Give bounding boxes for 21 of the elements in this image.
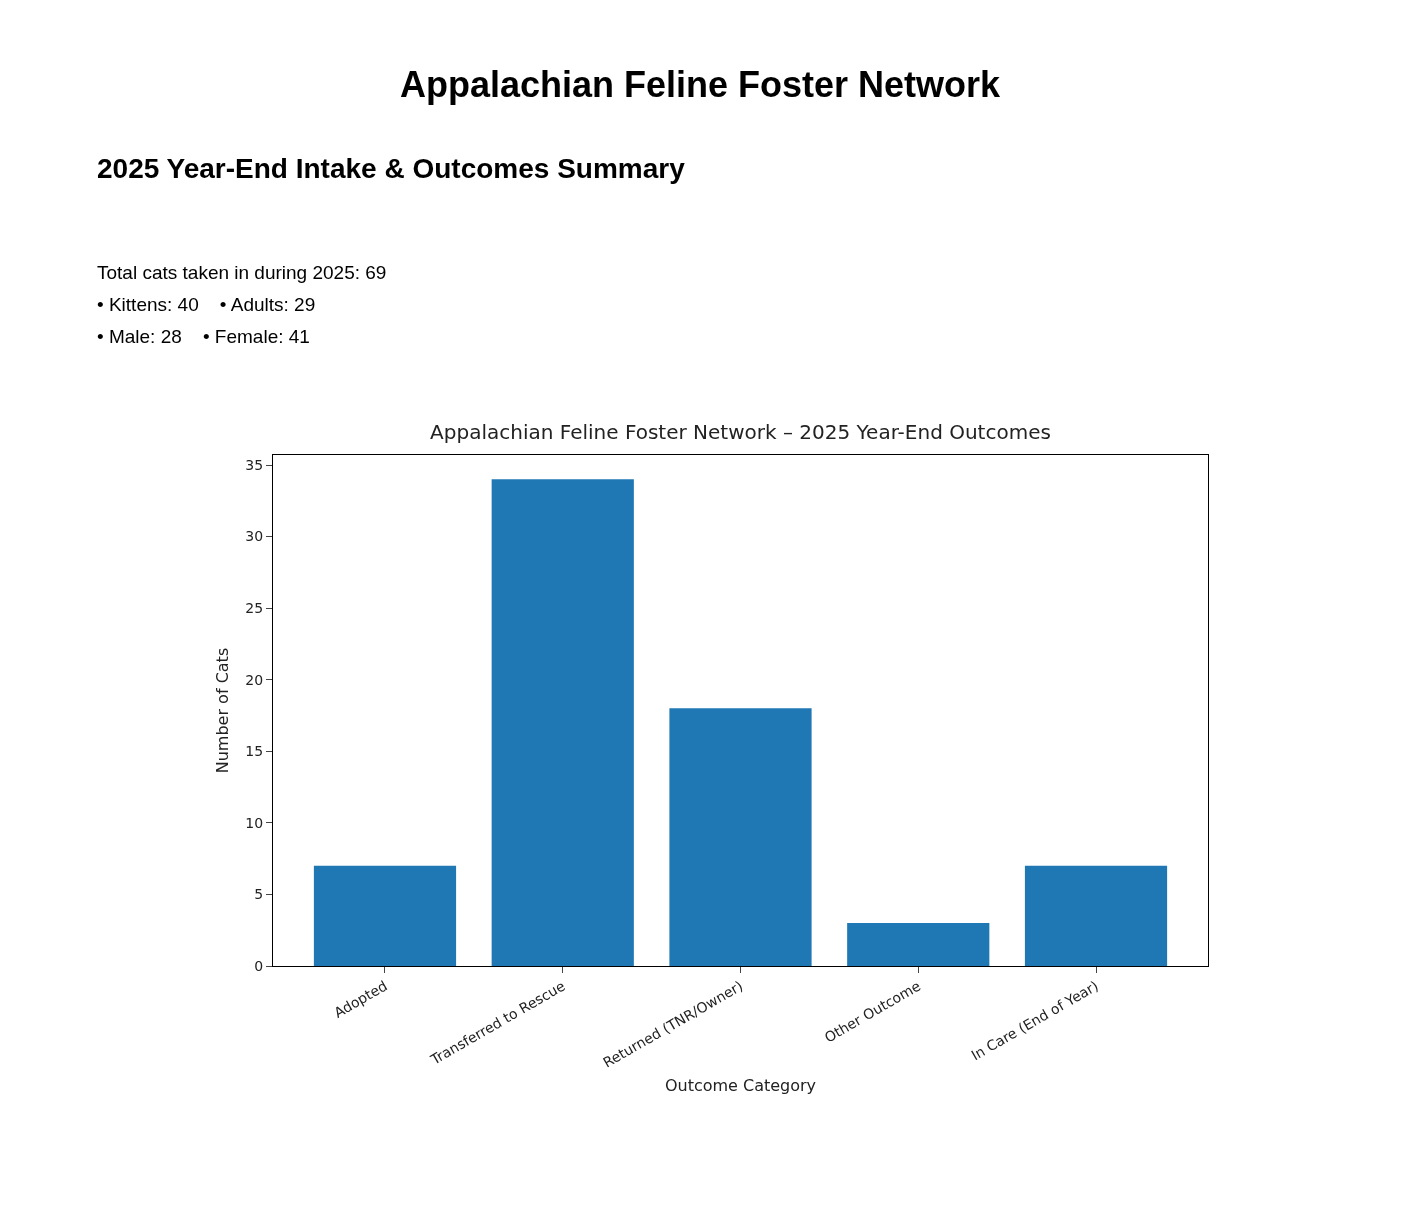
y-tick-label: 20: [245, 671, 264, 688]
y-tick-label: 35: [245, 456, 264, 473]
text: • Kittens: 40 • Adults: 29: [97, 294, 316, 315]
text: Appalachian Feline Foster Network: [400, 64, 1002, 105]
bar: [847, 923, 990, 966]
bar: [1024, 865, 1168, 966]
y-axis-title: Number of Cats: [213, 647, 233, 774]
text: • Male: 28 • Female: 41: [97, 326, 310, 347]
bar: [491, 479, 634, 966]
x-axis-title: Outcome Category: [664, 1076, 817, 1096]
y-tick-label: 15: [245, 743, 264, 760]
text: 2025 Year-End Intake & Outcomes Summary: [97, 153, 686, 184]
text: Total cats taken in during 2025: 69: [97, 262, 387, 283]
y-tick-label: 10: [245, 814, 264, 831]
bar: [669, 708, 812, 966]
y-tick-label: 30: [245, 528, 264, 545]
y-tick-label: 5: [254, 886, 264, 903]
y-tick-label: 0: [254, 957, 264, 974]
chart-title: Appalachian Feline Foster Network – 2025 Year-End Outcomes: [430, 420, 1051, 444]
bar: [313, 865, 457, 966]
y-tick-label: 25: [245, 600, 264, 617]
